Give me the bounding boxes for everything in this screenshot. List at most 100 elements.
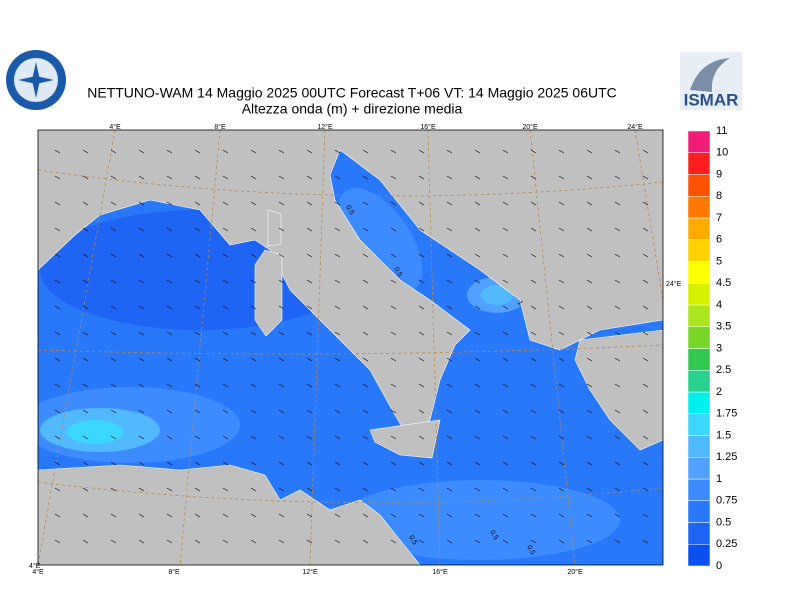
- direction-arrow: [54, 435, 61, 440]
- direction-arrow: [166, 331, 173, 336]
- direction-arrow: [82, 461, 89, 466]
- lon-label-top: 24°E: [627, 123, 643, 131]
- direction-arrow: [586, 149, 593, 154]
- direction-arrow: [334, 357, 341, 362]
- direction-arrow: [502, 357, 509, 362]
- direction-arrow: [362, 435, 369, 440]
- contour-label: 1: [516, 300, 524, 307]
- direction-arrow: [82, 279, 89, 284]
- direction-arrow: [390, 435, 397, 440]
- direction-arrow: [138, 461, 145, 466]
- map-area: [38, 130, 663, 565]
- direction-arrow: [390, 305, 397, 310]
- direction-arrow: [278, 201, 285, 206]
- colorbar-label: 6: [716, 234, 722, 246]
- direction-arrow: [614, 383, 621, 388]
- direction-arrow: [642, 539, 649, 544]
- direction-arrow: [586, 513, 593, 518]
- direction-arrow: [390, 409, 397, 414]
- direction-arrow: [138, 331, 145, 336]
- lon-label-bottom: 4°E: [32, 568, 44, 576]
- direction-arrow: [586, 305, 593, 310]
- direction-arrow: [334, 305, 341, 310]
- direction-arrow: [278, 409, 285, 414]
- direction-arrow: [138, 409, 145, 414]
- direction-arrow: [194, 357, 201, 362]
- direction-arrow: [362, 357, 369, 362]
- direction-arrow: [642, 175, 649, 180]
- direction-arrow: [250, 409, 257, 414]
- direction-arrow: [278, 357, 285, 362]
- direction-arrow: [530, 305, 537, 310]
- direction-arrow: [110, 253, 117, 258]
- direction-arrow: [446, 357, 453, 362]
- direction-arrow: [586, 461, 593, 466]
- direction-arrow: [614, 253, 621, 258]
- direction-arrow: [362, 487, 369, 492]
- direction-arrow: [82, 227, 89, 232]
- colorbar-label: 2: [716, 386, 722, 398]
- direction-arrow: [306, 435, 313, 440]
- direction-arrow: [502, 409, 509, 414]
- direction-arrow: [222, 487, 229, 492]
- direction-arrow: [502, 253, 509, 258]
- direction-arrow: [166, 253, 173, 258]
- direction-arrow: [194, 227, 201, 232]
- direction-arrow: [334, 409, 341, 414]
- direction-arrow: [222, 357, 229, 362]
- direction-arrow: [278, 305, 285, 310]
- direction-arrow: [614, 487, 621, 492]
- direction-arrow: [362, 175, 369, 180]
- direction-arrow: [54, 513, 61, 518]
- direction-arrow: [82, 253, 89, 258]
- direction-arrow: [474, 149, 481, 154]
- direction-arrow: [390, 201, 397, 206]
- direction-arrow: [474, 175, 481, 180]
- colorbar-label: 0.5: [716, 516, 731, 528]
- direction-arrow: [446, 201, 453, 206]
- direction-arrow: [138, 539, 145, 544]
- direction-arrow: [334, 227, 341, 232]
- direction-arrow: [390, 149, 397, 154]
- direction-arrow: [390, 461, 397, 466]
- direction-arrow: [474, 539, 481, 544]
- direction-arrow: [502, 461, 509, 466]
- direction-arrow: [390, 175, 397, 180]
- direction-arrow: [614, 461, 621, 466]
- direction-arrow: [82, 305, 89, 310]
- direction-arrow: [474, 409, 481, 414]
- direction-arrow: [642, 513, 649, 518]
- direction-arrow: [642, 383, 649, 388]
- direction-arrow: [138, 305, 145, 310]
- direction-arrow: [362, 331, 369, 336]
- direction-arrow: [166, 409, 173, 414]
- direction-arrow: [418, 487, 425, 492]
- direction-arrow: [250, 331, 257, 336]
- direction-arrow: [530, 539, 537, 544]
- direction-arrow: [194, 175, 201, 180]
- direction-arrow: [558, 331, 565, 336]
- direction-arrow: [194, 461, 201, 466]
- direction-arrow: [502, 331, 509, 336]
- direction-arrow: [250, 461, 257, 466]
- direction-arrow: [138, 253, 145, 258]
- direction-arrow: [54, 305, 61, 310]
- direction-arrow: [418, 461, 425, 466]
- direction-arrow: [138, 357, 145, 362]
- direction-arrow: [334, 487, 341, 492]
- direction-arrow: [474, 383, 481, 388]
- direction-arrow: [278, 513, 285, 518]
- direction-arrow: [138, 383, 145, 388]
- lon-label-top: 4°E: [109, 123, 121, 131]
- direction-arrow: [278, 539, 285, 544]
- direction-arrow: [362, 409, 369, 414]
- direction-arrow: [82, 513, 89, 518]
- direction-arrow: [446, 175, 453, 180]
- colorbar-box: [687, 261, 711, 284]
- direction-arrow: [54, 201, 61, 206]
- direction-arrow: [250, 279, 257, 284]
- subtitle: Altezza onda (m) + direzione media: [242, 101, 463, 117]
- direction-arrow: [446, 409, 453, 414]
- direction-arrow: [586, 409, 593, 414]
